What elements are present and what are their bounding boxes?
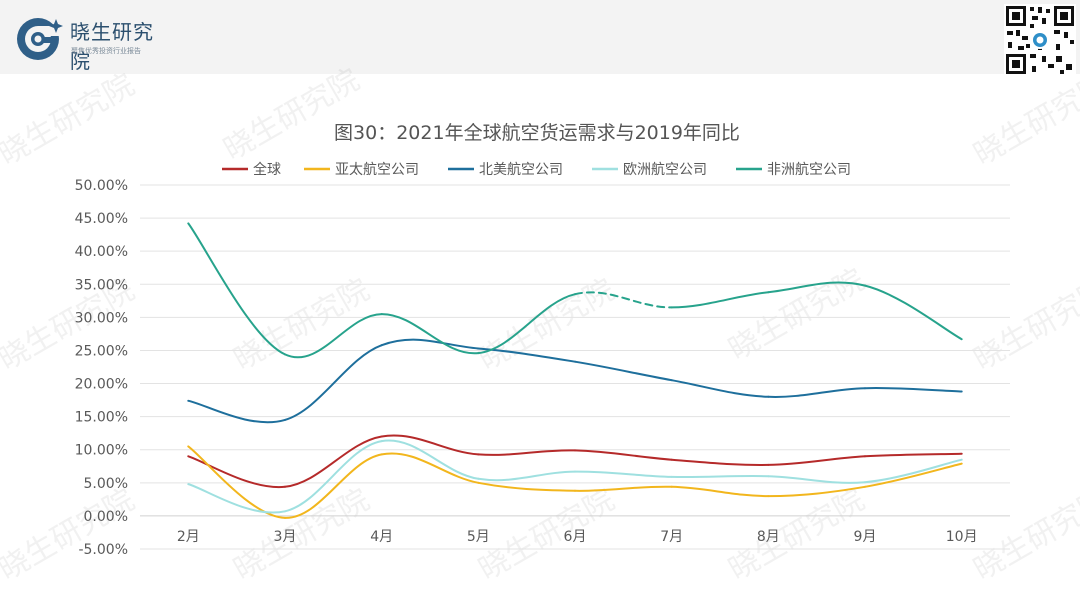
series-line-segment [864, 387, 963, 393]
series-line-segment [284, 453, 383, 519]
legend-label: 全球 [253, 161, 281, 178]
chart-series [187, 222, 963, 519]
x-tick-label: 6月 [564, 529, 587, 545]
series-line-segment [284, 435, 383, 488]
series-line-segment [670, 474, 770, 479]
series-line-segment [477, 470, 576, 482]
series-line-segment [574, 360, 673, 382]
x-tick-label: 2月 [177, 529, 200, 545]
y-tick-label: 45.00% [75, 211, 128, 227]
series-line-segment [670, 485, 770, 498]
x-tick-label: 10月 [946, 529, 978, 545]
series-line-segment [477, 293, 576, 355]
brand-name: 晓生研究院 [70, 20, 154, 73]
y-tick-label: 25.00% [75, 343, 128, 359]
series-line-segment [767, 281, 866, 294]
series-line-segment [864, 462, 963, 488]
series-line-segment [380, 313, 480, 355]
legend-label: 北美航空公司 [479, 162, 563, 178]
y-tick-label: 35.00% [75, 277, 128, 293]
y-tick-label: 40.00% [75, 244, 128, 260]
series-line-segment [477, 347, 576, 363]
header-bar: 晓生研究院 聚焦优秀投资行业报告 [0, 0, 1080, 76]
y-tick-label: 0.00% [84, 509, 128, 525]
y-tick-label: 5.00% [84, 476, 128, 492]
series-line-segment [284, 440, 383, 513]
series-line-segment [187, 222, 286, 356]
y-tick-label: 50.00% [75, 178, 128, 194]
series-line-segment [670, 291, 770, 309]
series-line-segment [380, 452, 480, 484]
x-tick-label: 9月 [854, 529, 877, 545]
series-line-segment [864, 452, 963, 458]
y-tick-label: 10.00% [75, 443, 128, 459]
series-line-segment [187, 455, 286, 489]
series-line-segment [380, 434, 480, 456]
logo-g-icon [17, 18, 63, 60]
series-line-segment [574, 449, 673, 461]
series-line-segment [187, 483, 286, 514]
series-line-segment [284, 344, 383, 421]
x-tick-label: 3月 [274, 529, 297, 545]
brand-tagline: 聚焦优秀投资行业报告 [71, 47, 141, 55]
legend-label: 亚太航空公司 [335, 162, 419, 178]
series-line-segment [477, 481, 576, 492]
series-line-segment [574, 291, 673, 309]
series-line-segment [380, 338, 480, 350]
x-axis: 2月 3月 4月 5月 6月 7月 8月 9月 10月 [177, 529, 978, 545]
y-tick-label: 30.00% [75, 310, 128, 326]
series-line-segment [670, 458, 770, 466]
y-tick-label: -5.00% [78, 542, 128, 558]
series-line-segment [477, 449, 576, 456]
series-line-segment [187, 445, 286, 519]
series-line-segment [864, 458, 963, 484]
series-line-segment [864, 284, 963, 341]
qr-code-icon [1004, 4, 1076, 76]
series-line-segment [670, 379, 770, 398]
series-line-segment [574, 485, 673, 492]
chart-grid [140, 184, 1010, 550]
series-line-segment [767, 387, 866, 398]
series-line-segment [767, 475, 866, 484]
x-tick-label: 5月 [467, 529, 490, 545]
series-line-segment [767, 455, 866, 466]
chart-legend: 全球 亚太航空公司 北美航空公司 欧洲航空公司 非洲航空公司 [222, 161, 851, 178]
series-line-segment [187, 399, 286, 424]
legend-label: 非洲航空公司 [767, 162, 851, 178]
chart-title: 图30：2021年全球航空货运需求与2019年同比 [334, 122, 740, 144]
x-tick-label: 8月 [757, 529, 780, 545]
series-line-segment [380, 439, 480, 480]
brand-logo: 晓生研究院 聚焦优秀投资行业报告 [14, 14, 174, 73]
legend-label: 欧洲航空公司 [623, 162, 707, 178]
series-line-segment [767, 485, 866, 498]
x-tick-label: 4月 [370, 529, 393, 545]
y-tick-label: 15.00% [75, 410, 128, 426]
series-line-segment [574, 470, 673, 478]
x-tick-label: 7月 [660, 529, 683, 545]
y-tick-label: 20.00% [75, 377, 128, 393]
y-axis: -5.00% 0.00% 5.00% 10.00% 15.00% 20.00% 25.00%… [75, 178, 128, 558]
series-line-segment [284, 313, 383, 359]
